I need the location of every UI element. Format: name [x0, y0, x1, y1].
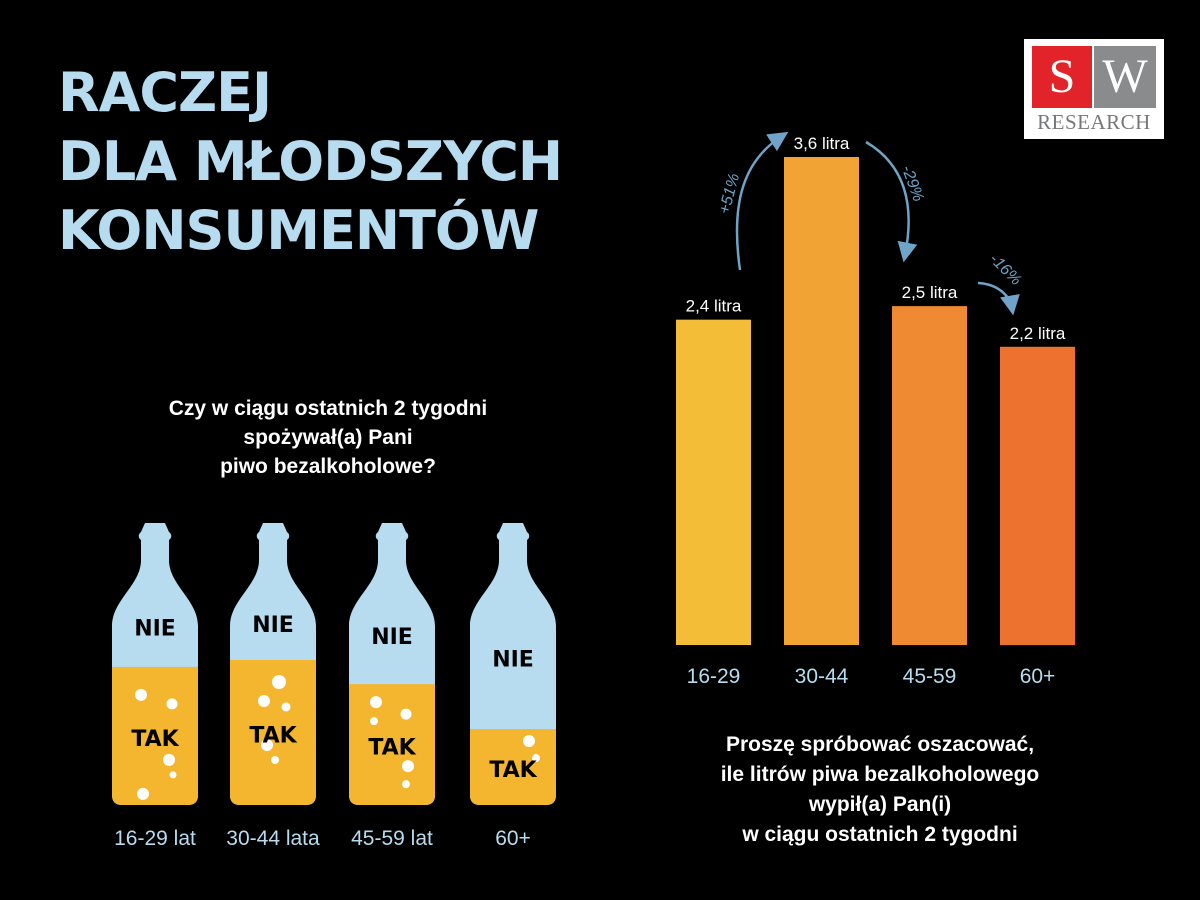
bottle-3: NIE TAK — [470, 523, 556, 805]
bubble — [523, 735, 535, 748]
bubble — [532, 754, 540, 763]
bubble — [402, 780, 410, 789]
bottle-label-tak: TAK — [368, 736, 416, 761]
bottle-label-tak: TAK — [131, 727, 179, 752]
bubble — [166, 698, 178, 710]
bubble — [137, 787, 149, 800]
bottle-label-nie: NIE — [252, 613, 294, 638]
bottle-category-label: 30-44 lata — [226, 827, 320, 850]
bar-category-label: 60+ — [1020, 665, 1056, 688]
bar-30-44 — [784, 157, 859, 645]
left-question: Czy w ciągu ostatnich 2 tygodni spożywał… — [168, 397, 488, 478]
bottle-label-tak: TAK — [489, 758, 537, 783]
change-arrow-down — [865, 140, 918, 263]
title-line-1: RACZEJ — [58, 61, 272, 124]
title-line-3: KONSUMENTÓW — [58, 199, 539, 262]
change-arrow-up — [735, 131, 789, 271]
title-line-2: DLA MŁODSZYCH — [58, 130, 563, 193]
bottle-category-label: 60+ — [495, 827, 531, 850]
bottle-2: NIE TAK — [349, 523, 435, 805]
bar-data-label: 2,5 litra — [902, 283, 958, 302]
bottle-1: NIE TAK — [230, 523, 316, 805]
bottle-label-tak: TAK — [249, 724, 297, 749]
bubble — [370, 717, 378, 726]
bar-data-label: 3,6 litra — [794, 134, 850, 153]
bubble — [261, 739, 273, 751]
page-title: RACZEJ DLA MŁODSZYCH KONSUMENTÓW — [58, 58, 563, 265]
sw-research-logo: S W RESEARCH — [1024, 39, 1164, 139]
bubble — [169, 771, 177, 779]
change-label: -16% — [986, 251, 1024, 289]
bubble — [400, 708, 412, 720]
bar-60+ — [1000, 346, 1075, 645]
bubble — [258, 695, 270, 707]
bottle-label-nie: NIE — [371, 625, 413, 650]
bubble — [281, 702, 291, 712]
logo-s: S — [1032, 46, 1092, 108]
bubble — [402, 760, 414, 773]
bottle-label-nie: NIE — [134, 616, 176, 641]
bubble — [271, 756, 279, 764]
bottle-fill-tak — [349, 684, 435, 805]
bottle-0: NIE TAK — [112, 523, 198, 805]
bubble — [272, 675, 286, 689]
bottle-fill-tak — [112, 666, 198, 805]
bubble — [370, 696, 382, 709]
bubble — [163, 753, 175, 766]
right-question: Proszę spróbować oszacować, ile litrów p… — [720, 733, 1040, 846]
bar-category-label: 16-29 — [687, 665, 741, 688]
bottle-category-label: 45-59 lat — [351, 827, 433, 850]
bottle-fill-tak — [470, 729, 556, 805]
bar-data-label: 2,4 litra — [686, 297, 742, 316]
bottle-label-nie: NIE — [492, 648, 534, 673]
logo-w: W — [1094, 46, 1156, 108]
bar-category-label: 45-59 — [903, 665, 957, 688]
change-arrow-down-small — [977, 281, 1020, 316]
bar-45-59 — [892, 306, 967, 645]
logo-research: RESEARCH — [1037, 110, 1151, 134]
bubble — [135, 688, 147, 701]
bottle-category-label: 16-29 lat — [114, 827, 196, 850]
bar-16-29 — [676, 319, 751, 645]
bar-category-label: 30-44 — [795, 665, 849, 688]
bar-data-label: 2,2 litra — [1010, 324, 1066, 343]
